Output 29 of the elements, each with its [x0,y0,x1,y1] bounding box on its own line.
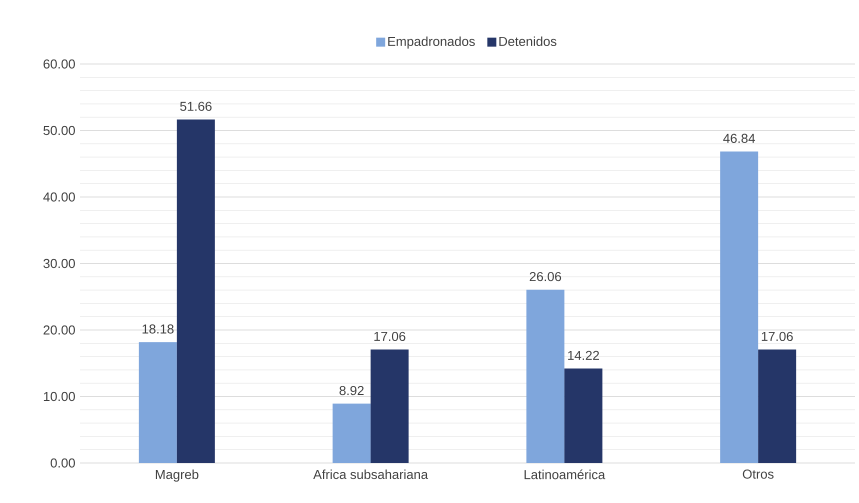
y-tick-label: 60.00 [44,59,75,69]
data-label: 17.06 [762,332,793,342]
data-label: 26.06 [530,272,562,282]
legend-label: Empadronados [388,36,475,49]
bar [332,404,371,463]
data-label: 51.66 [180,102,212,111]
bar [138,342,177,463]
data-label: 14.22 [568,350,599,360]
data-label: 46.84 [723,134,756,143]
bar [564,368,602,463]
data-label: 8.92 [340,386,364,396]
y-tick-label: 40.00 [43,192,75,202]
y-tick-label: 20.00 [44,325,75,335]
x-tick-label: Magreb [156,470,198,482]
x-tick-label: Latinoamérica [524,470,606,480]
bar [370,350,409,463]
bar [526,290,564,463]
bar [720,152,758,463]
x-tick-label: Otros [742,470,774,479]
bar [176,119,215,463]
x-tick-label: Africa subsahariana [313,470,428,480]
y-tick-label: 30.00 [43,258,75,268]
y-tick-label: 10.00 [44,392,75,402]
data-label: 17.06 [374,332,406,342]
y-tick-label: 0.00 [50,458,75,468]
y-tick-label: 50.00 [43,126,75,136]
data-label: 18.18 [142,324,174,334]
legend-label: Detenidos [499,36,556,46]
bar [758,350,796,463]
